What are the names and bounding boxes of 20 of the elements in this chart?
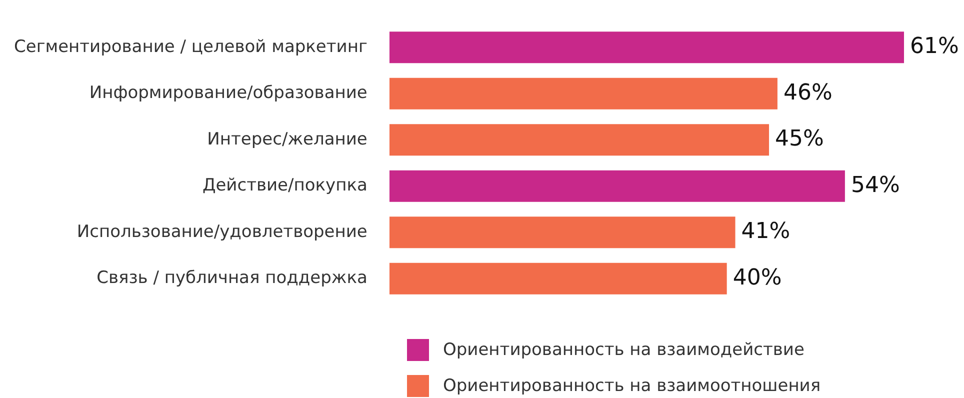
bar <box>389 216 736 248</box>
y-tick-label: Использование/удовлетворение <box>76 222 368 242</box>
y-tick-label: Действие/покупка <box>202 176 368 196</box>
bar <box>389 78 778 110</box>
data-label: 41% <box>741 219 790 244</box>
data-label: 46% <box>783 80 832 106</box>
bar <box>389 170 845 202</box>
data-label: 61% <box>910 34 959 60</box>
legend-label: Ориентированность на взаимодействие <box>443 340 804 360</box>
bar <box>389 262 727 294</box>
bar <box>389 124 770 156</box>
data-label: 45% <box>775 126 824 152</box>
bar <box>389 32 904 64</box>
y-tick-label: Связь / публичная поддержка <box>96 268 368 288</box>
data-label: 54% <box>850 172 900 198</box>
y-tick-label: Сегментирование / целевой маркетинг <box>14 36 368 57</box>
legend-label: Ориентированность на взаимоотношения <box>443 376 821 396</box>
y-tick-label: Информирование/образование <box>89 83 368 104</box>
data-label: 40% <box>732 265 782 290</box>
y-tick-label: Интерес/желание <box>207 129 368 150</box>
